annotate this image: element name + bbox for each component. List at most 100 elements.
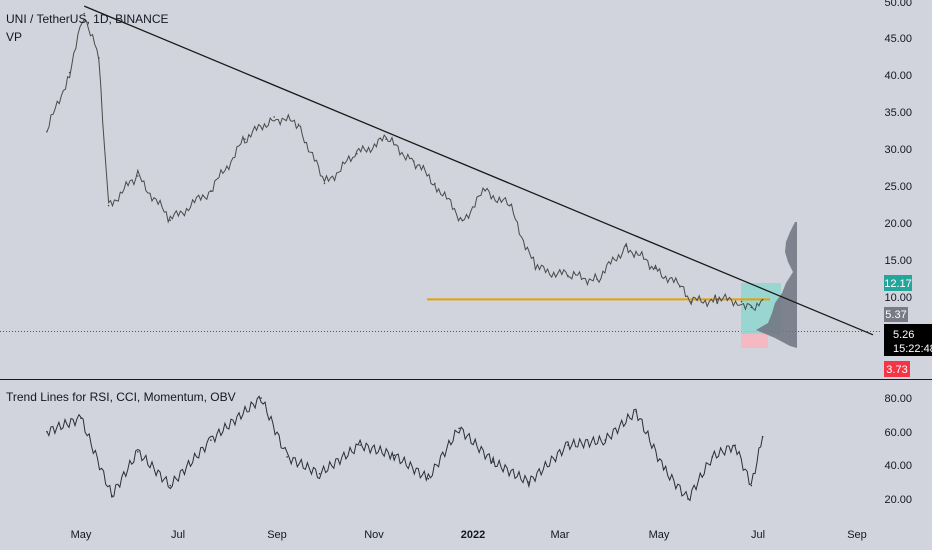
- price-point: [654, 267, 657, 270]
- price-line: [46, 18, 763, 312]
- oscillator-point: [80, 417, 82, 420]
- price-point: [596, 278, 598, 281]
- price-point: [83, 12, 86, 15]
- price-point: [46, 130, 48, 133]
- price-point: [690, 300, 693, 303]
- time-tick: Sep: [847, 529, 867, 541]
- price-tick: 50.00: [884, 0, 912, 9]
- oscillator-tick: 80.00: [884, 393, 912, 405]
- oscillator-point: [286, 456, 288, 458]
- oscillator-point: [734, 444, 736, 446]
- time-tick: Jul: [751, 529, 765, 541]
- price-point: [761, 298, 764, 301]
- price-point: [508, 204, 511, 207]
- oscillator-point: [46, 430, 48, 433]
- oscillator-point: [427, 478, 430, 480]
- time-axis[interactable]: May Jul Sep Nov 2022 Mar May Jul Sep: [71, 529, 867, 541]
- volume-profile: [741, 222, 797, 348]
- price-point: [534, 267, 537, 270]
- oscillator-series: [46, 395, 764, 502]
- oscillator-label[interactable]: Trend Lines for RSI, CCI, Momentum, OBV: [6, 390, 236, 404]
- price-tick: 15.00: [884, 255, 912, 267]
- price-point: [434, 182, 436, 185]
- price-point: [567, 274, 569, 277]
- time-tick: May: [71, 529, 92, 541]
- countdown-text: 15:22:48: [893, 343, 932, 355]
- price-point: [750, 306, 753, 309]
- price-badge-mid: 5.37: [884, 307, 908, 322]
- oscillator-point: [169, 484, 172, 487]
- price-badge-lower-text: 3.73: [886, 364, 907, 376]
- oscillator-point: [687, 498, 689, 500]
- oscillator-axis[interactable]: 80.00 60.00 40.00 20.00: [884, 393, 912, 506]
- oscillator-point: [458, 427, 460, 430]
- time-tick: Mar: [551, 529, 570, 541]
- price-badge-current: 5.26 15:22:48: [884, 324, 932, 356]
- price-tick: 30.00: [884, 144, 912, 156]
- price-badge-mid-text: 5.37: [885, 309, 906, 321]
- price-point: [297, 123, 300, 126]
- price-tick: 20.00: [884, 218, 912, 230]
- price-point: [679, 285, 681, 288]
- oscillator-point: [604, 439, 607, 441]
- oscillator-point: [711, 456, 714, 458]
- oscillator-point: [750, 484, 753, 487]
- price-tick: 25.00: [884, 181, 912, 193]
- price-point: [68, 71, 71, 74]
- oscillator-point: [111, 494, 113, 497]
- price-point: [625, 245, 628, 247]
- oscillator-point: [528, 481, 530, 483]
- oscillator-point: [662, 467, 665, 470]
- price-point: [98, 57, 100, 59]
- oscillator-point: [635, 410, 637, 413]
- price-point: [273, 116, 275, 118]
- oscillator-point: [492, 461, 495, 463]
- vp-histogram: [756, 222, 797, 348]
- price-point: [716, 298, 718, 301]
- oscillator-tick: 60.00: [884, 427, 912, 439]
- oscillator-point: [761, 435, 764, 438]
- oscillator-tick: 20.00: [884, 494, 912, 506]
- price-axis[interactable]: 50.00 45.00 40.00 35.00 30.00 25.00 20.0…: [884, 0, 912, 304]
- time-tick: Nov: [364, 529, 384, 541]
- price-point: [244, 138, 246, 140]
- price-point: [385, 138, 387, 140]
- indicator-label-vp[interactable]: VP: [6, 30, 22, 44]
- price-badge-upper-text: 12.17: [884, 278, 912, 290]
- time-tick-year: 2022: [461, 529, 485, 541]
- price-point: [107, 204, 110, 207]
- vp-lower-area: [741, 334, 768, 348]
- price-point: [210, 189, 212, 192]
- time-tick: May: [649, 529, 670, 541]
- price-tick: 35.00: [884, 107, 912, 119]
- oscillator-point: [137, 451, 139, 453]
- price-point: [740, 300, 743, 303]
- price-tick: 40.00: [884, 70, 912, 82]
- price-point: [461, 219, 464, 222]
- symbol-title[interactable]: UNI / TetherUS, 1D, BINANCE: [6, 12, 169, 26]
- price-point: [484, 189, 486, 192]
- oscillator-point: [210, 439, 212, 441]
- price-point: [169, 219, 172, 222]
- time-tick: Jul: [171, 529, 185, 541]
- oscillator-point: [393, 454, 396, 457]
- price-badge-current-text: 5.26: [893, 329, 914, 341]
- price-point: [412, 160, 415, 163]
- price-badge-lower: 3.73: [884, 361, 910, 377]
- price-point: [137, 175, 139, 177]
- oscillator-point: [318, 472, 321, 475]
- price-tick: 45.00: [884, 33, 912, 45]
- oscillator-point: [567, 444, 569, 446]
- oscillator-line: [46, 395, 764, 502]
- oscillator-point: [260, 397, 262, 399]
- price-tick: 10.00: [884, 292, 912, 304]
- price-point: [323, 182, 326, 185]
- oscillator-point: [359, 444, 361, 446]
- price-point: [356, 153, 358, 155]
- price-badge-upper: 12.17: [884, 275, 912, 291]
- oscillator-tick: 40.00: [884, 460, 912, 472]
- trendline: [83, 5, 874, 336]
- time-tick: Sep: [267, 529, 287, 541]
